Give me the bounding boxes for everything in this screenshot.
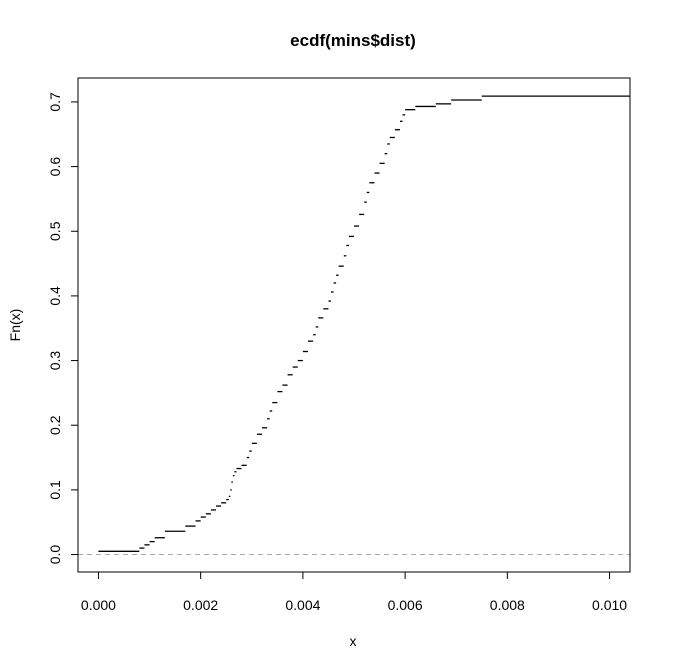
y-tick-label: 0.7 [47, 92, 63, 112]
x-tick-label: 0.004 [285, 597, 320, 613]
y-tick-label: 0.5 [47, 221, 63, 241]
y-axis-ticks: 0.0 0.1 0.2 0.3 0.4 0.5 0.6 0.7 [47, 92, 78, 564]
y-tick-label: 0.0 [47, 545, 63, 565]
y-tick-label: 0.1 [47, 480, 63, 500]
y-tick-label: 0.4 [47, 286, 63, 306]
y-tick-label: 0.6 [47, 157, 63, 177]
x-tick-label: 0.010 [592, 597, 627, 613]
x-tick-label: 0.000 [81, 597, 116, 613]
x-axis-label: x [350, 633, 357, 649]
ecdf-steps [98, 95, 630, 552]
y-axis-label: Fn(x) [7, 309, 23, 342]
x-tick-label: 0.006 [388, 597, 423, 613]
x-axis-ticks: 0.000 0.002 0.004 0.006 0.008 0.010 [81, 571, 627, 613]
chart-title: ecdf(mins$dist) [290, 31, 416, 50]
x-tick-label: 0.008 [490, 597, 525, 613]
y-tick-label: 0.3 [47, 351, 63, 371]
x-tick-label: 0.002 [183, 597, 218, 613]
plot-frame [77, 77, 631, 573]
y-tick-label: 0.2 [47, 415, 63, 435]
